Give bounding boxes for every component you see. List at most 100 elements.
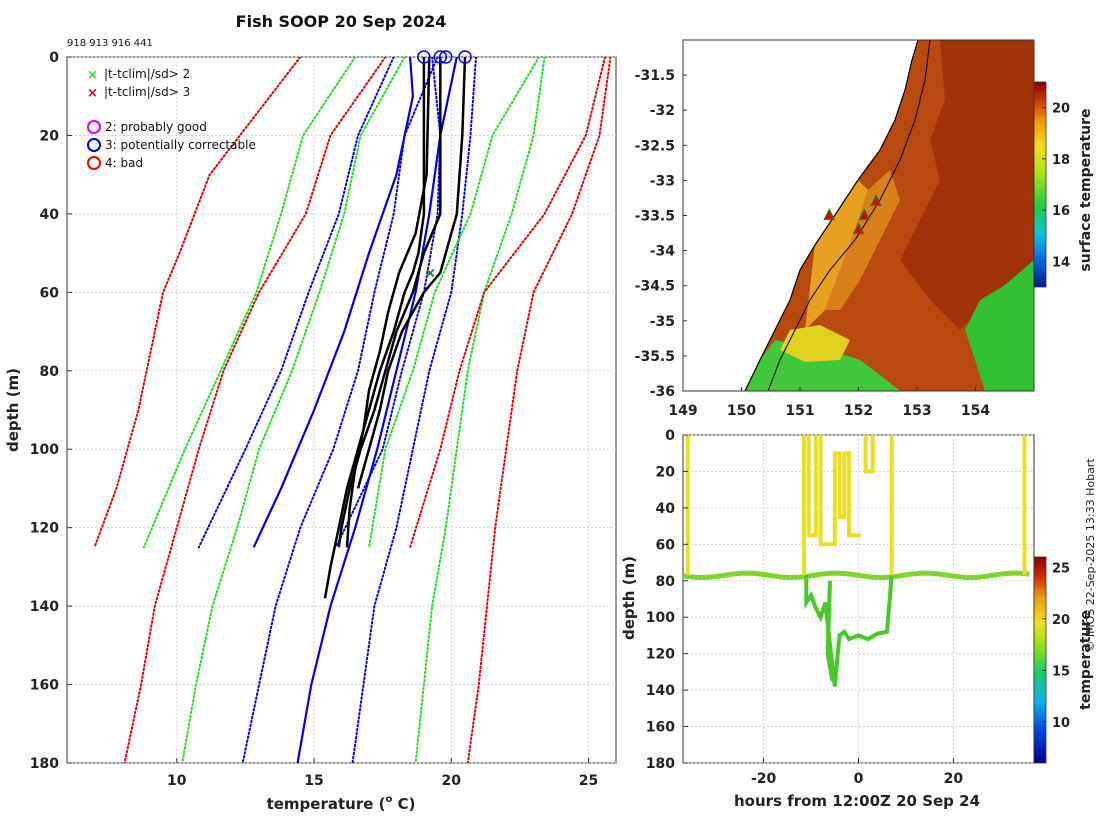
profile-ytick-label: 180	[30, 756, 59, 772]
map-ytick-label: -35.5	[635, 349, 675, 365]
profile-ytick-label: 100	[30, 442, 59, 458]
map-ytick-label: -31.5	[635, 68, 675, 84]
float-ids: 918 913 916 441	[67, 38, 153, 49]
climatology-blue-mean-2	[296, 57, 458, 763]
td-ytick-label: 120	[646, 647, 675, 663]
profile-xtick-label: 15	[304, 773, 323, 789]
flag-marker-3	[458, 50, 472, 64]
profile-ytick-label: 120	[30, 521, 59, 537]
climatology-red-sd3-left-2	[123, 57, 387, 763]
profile-legend: × |t-tclim|/sd> 2 × |t-tclim|/sd> 3 2: p…	[87, 67, 256, 170]
profile-xtick-label: 10	[167, 773, 187, 789]
map-panel: 149 150 151 152 153 154 -31.5 -32 -32.5 -33 -33.5 -…	[635, 39, 1094, 419]
sst-colorbar-tick-label: 20	[1052, 102, 1070, 117]
td-trace-vertical-5	[863, 435, 875, 474]
climatology-blue-sd1-left-2	[241, 57, 439, 763]
td-trace-mooring	[683, 570, 1030, 581]
legend-item-flag4: 4: bad	[87, 156, 143, 170]
profile-ytick-label: 60	[40, 285, 60, 301]
td-ytick-label: 60	[656, 537, 676, 553]
td-ytick-label: 180	[646, 756, 675, 772]
td-xtick-label: -20	[751, 771, 777, 787]
map-ytick-label: -32.5	[635, 138, 675, 154]
time-depth-gridlines	[683, 434, 1034, 764]
shelf-contour	[767, 40, 931, 391]
climatology-blue-sd1-right-2	[351, 57, 477, 763]
profile-ylabel: depth (m)	[4, 368, 22, 452]
climatology-red-sd3-left-1	[93, 57, 302, 549]
td-xtick-label: 20	[944, 771, 964, 787]
legend-marker-sd3: ×	[87, 86, 98, 101]
climatology-blue-mean-1	[252, 57, 415, 548]
profile-ticks: 10 15 20 25 0 20 40 60 80 100 120 140 160 180	[30, 50, 599, 789]
map-ytick-label: -33.5	[635, 209, 675, 225]
map-ytick-label: -34.5	[635, 279, 675, 295]
sst-colorbar-ticks: 14 16 18 20	[1042, 102, 1070, 270]
temperature-colorbar-label: temperature	[1078, 610, 1094, 710]
sst-coastal-band	[805, 180, 868, 330]
sst-colorbar	[1033, 81, 1047, 288]
td-ytick-label: 0	[665, 428, 675, 444]
station-marker-2	[858, 208, 871, 221]
legend-item-sd3: × |t-tclim|/sd> 3	[87, 85, 190, 101]
figure-title: Fish SOOP 20 Sep 2024	[236, 12, 447, 31]
climatology-blue-sd1-left-1	[197, 57, 395, 549]
time-depth-traces	[683, 435, 1030, 687]
legend-item-flag2: 2: probably good	[87, 120, 207, 134]
sst-yellow-patch	[780, 325, 850, 362]
temperature-colorbar-tick-label: 10	[1052, 716, 1070, 731]
sst-colorbar-tick-label: 14	[1052, 255, 1070, 270]
time-depth-xlabel: hours from 12:00Z 20 Sep 24	[734, 792, 980, 810]
map-xtick-label: 153	[902, 403, 931, 419]
coastline	[744, 40, 919, 391]
profile-ytick-label: 160	[30, 678, 59, 694]
flag-marker-2	[439, 50, 453, 64]
legend-item-sd2: × |t-tclim|/sd> 2	[87, 67, 190, 83]
observed-profiles	[323, 57, 467, 599]
profile-xlabel-main: temperature (	[267, 795, 386, 813]
td-ytick-label: 80	[656, 574, 676, 590]
time-depth-ticks: -20 0 20 0 20 40 60 80 100 120 140 160 180	[646, 428, 964, 787]
climatology-red-sd3-right-2	[466, 57, 612, 763]
legend-marker-flag2	[87, 120, 101, 134]
legend-marker-flag4	[87, 156, 101, 170]
legend-marker-sd2: ×	[87, 68, 98, 83]
map-ytick-label: -33	[650, 173, 675, 189]
flag-markers: ×	[417, 50, 472, 282]
station-marker-1	[852, 222, 865, 235]
flag-marker-4: ×	[424, 266, 436, 282]
legend-label-sd3: |t-tclim|/sd> 3	[104, 85, 190, 99]
climatology-red-sd3-right-1	[409, 57, 606, 549]
climatology-green-sd2-left-2	[181, 57, 406, 763]
climatology-green-sd2-right-1	[368, 57, 541, 549]
map-ytick-label: -36	[650, 384, 675, 400]
profile-xtick-label: 25	[579, 773, 598, 789]
temperature-colorbar-ticks: 10 15 20 25	[1042, 561, 1070, 731]
temperature-colorbar-tick-label: 25	[1052, 561, 1070, 576]
legend-label-sd2: |t-tclim|/sd> 2	[104, 67, 190, 81]
td-trace-deep-0	[804, 575, 894, 687]
station-marker-0	[823, 208, 836, 221]
climatology-green-sd2-left-1	[142, 57, 357, 549]
sst-colorbar-tick-label: 16	[1052, 204, 1070, 219]
profile-ytick-label: 0	[49, 50, 59, 66]
sst-colorbar-label: surface temperature	[1078, 108, 1094, 271]
profile-xtick-label: 20	[442, 773, 462, 789]
flag-marker-1	[433, 50, 448, 64]
map-ticks: 149 150 151 152 153 154 -31.5 -32 -32.5 -33 -33.5 -…	[635, 68, 991, 419]
map-ytick-label: -35	[650, 314, 675, 330]
td-trace-vertical-3	[806, 435, 818, 538]
sst-colorbar-tick-label: 18	[1052, 153, 1070, 168]
map-ytick-label: -34	[650, 244, 676, 260]
sst-eddy-core	[900, 40, 1034, 330]
flag-marker-0	[417, 50, 431, 64]
legend-label-flag2: 2: probably good	[105, 120, 207, 134]
profile-xlabel-sup: o	[385, 794, 392, 805]
td-xtick-label: 0	[854, 771, 864, 787]
legend-label-flag4: 4: bad	[105, 156, 143, 170]
legend-label-flag3: 3: potentially correctable	[105, 138, 256, 152]
time-depth-ylabel: depth (m)	[620, 556, 638, 640]
td-ytick-label: 100	[646, 610, 675, 626]
profile-ytick-label: 40	[40, 207, 60, 223]
temperature-colorbar-tick-label: 20	[1052, 613, 1070, 628]
